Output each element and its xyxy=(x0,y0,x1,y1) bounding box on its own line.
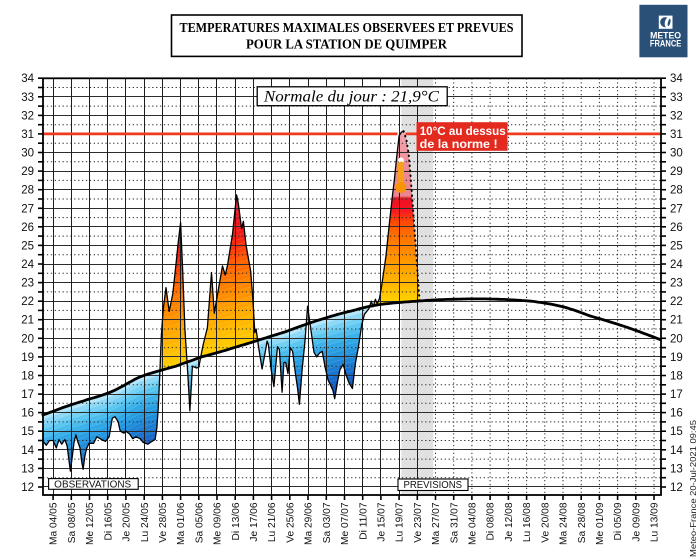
svg-text:Lu 24/05: Lu 24/05 xyxy=(140,502,151,542)
svg-text:Sa 31/07: Sa 31/07 xyxy=(449,502,460,543)
svg-text:26: 26 xyxy=(670,222,683,234)
svg-text:27: 27 xyxy=(21,203,34,215)
svg-text:Ve 28/05: Ve 28/05 xyxy=(158,502,169,543)
svg-text:21: 21 xyxy=(21,315,34,327)
svg-text:34: 34 xyxy=(670,73,683,85)
svg-text:28: 28 xyxy=(21,185,34,197)
svg-text:17: 17 xyxy=(21,389,34,401)
svg-text:23: 23 xyxy=(21,278,34,290)
svg-text:32: 32 xyxy=(670,110,683,122)
svg-text:34: 34 xyxy=(21,73,34,85)
svg-text:Me 04/08: Me 04/08 xyxy=(468,502,479,545)
svg-text:12: 12 xyxy=(21,482,34,494)
svg-text:14: 14 xyxy=(21,445,34,457)
svg-text:POUR LA STATION DE QUIMPER: POUR LA STATION DE QUIMPER xyxy=(246,36,447,51)
svg-text:Ma 04/05: Ma 04/05 xyxy=(49,502,60,545)
svg-text:13: 13 xyxy=(670,463,683,475)
svg-text:Je 09/09: Je 09/09 xyxy=(631,502,642,541)
svg-text:28: 28 xyxy=(670,185,683,197)
svg-text:Ma 01/06: Ma 01/06 xyxy=(176,502,187,545)
svg-text:22: 22 xyxy=(670,296,683,308)
svg-text:25: 25 xyxy=(21,240,34,252)
svg-text:16: 16 xyxy=(21,408,34,420)
svg-text:19: 19 xyxy=(21,352,34,364)
svg-text:OBSERVATIONS: OBSERVATIONS xyxy=(54,479,132,490)
svg-text:Je 12/08: Je 12/08 xyxy=(504,502,515,541)
svg-text:Ve 20/08: Ve 20/08 xyxy=(540,502,551,543)
svg-text:Je 17/06: Je 17/06 xyxy=(249,502,260,541)
svg-text:15: 15 xyxy=(670,426,683,438)
svg-text:Je 15/07: Je 15/07 xyxy=(377,502,388,541)
svg-text:Sa 05/06: Sa 05/06 xyxy=(194,502,205,543)
svg-text:FRANCE: FRANCE xyxy=(650,39,682,49)
svg-text:23: 23 xyxy=(670,278,683,290)
svg-text:TEMPERATURES MAXIMALES OBSERVE: TEMPERATURES MAXIMALES OBSERVEES ET PREV… xyxy=(180,20,514,35)
svg-text:Meteo-France 20-Jul-2021 09:45: Meteo-France 20-Jul-2021 09:45 xyxy=(689,419,698,557)
svg-text:12: 12 xyxy=(670,482,683,494)
svg-text:30: 30 xyxy=(670,148,683,160)
svg-text:24: 24 xyxy=(21,259,34,271)
svg-text:Ma 27/07: Ma 27/07 xyxy=(431,502,442,545)
svg-text:27: 27 xyxy=(670,203,683,215)
svg-text:Sa 03/07: Sa 03/07 xyxy=(322,502,333,543)
svg-text:31: 31 xyxy=(670,129,683,141)
svg-text:Normale du jour : 21,9°C: Normale du jour : 21,9°C xyxy=(263,88,440,105)
svg-text:19: 19 xyxy=(670,352,683,364)
svg-text:Di 08/08: Di 08/08 xyxy=(486,502,497,540)
svg-text:20: 20 xyxy=(21,333,34,345)
svg-text:Me 12/05: Me 12/05 xyxy=(85,502,96,545)
svg-text:16: 16 xyxy=(670,408,683,420)
svg-text:18: 18 xyxy=(21,371,34,383)
svg-text:Di 11/07: Di 11/07 xyxy=(358,502,369,540)
svg-text:33: 33 xyxy=(670,92,683,104)
svg-text:25: 25 xyxy=(670,240,683,252)
svg-text:Me 09/06: Me 09/06 xyxy=(213,502,224,545)
svg-text:Sa 28/08: Sa 28/08 xyxy=(577,502,588,543)
svg-text:Sa 08/05: Sa 08/05 xyxy=(67,502,78,543)
svg-text:20: 20 xyxy=(670,333,683,345)
svg-text:29: 29 xyxy=(21,166,34,178)
svg-text:Me 01/09: Me 01/09 xyxy=(595,502,606,545)
svg-text:10°C au dessus: 10°C au dessus xyxy=(420,124,506,138)
svg-text:29: 29 xyxy=(670,166,683,178)
svg-text:Me 07/07: Me 07/07 xyxy=(340,502,351,545)
svg-text:Je 20/05: Je 20/05 xyxy=(122,502,133,541)
svg-text:21: 21 xyxy=(670,315,683,327)
svg-text:Ve 23/07: Ve 23/07 xyxy=(413,502,424,543)
svg-text:PREVISIONS: PREVISIONS xyxy=(404,480,463,491)
svg-text:24: 24 xyxy=(670,259,683,271)
svg-text:Lu 16/08: Lu 16/08 xyxy=(522,502,533,542)
svg-text:Ve 25/06: Ve 25/06 xyxy=(285,502,296,543)
svg-text:Di 16/05: Di 16/05 xyxy=(103,502,114,540)
svg-text:14: 14 xyxy=(670,445,683,457)
svg-text:15: 15 xyxy=(21,426,34,438)
svg-text:de la norme !: de la norme ! xyxy=(420,137,498,151)
svg-text:18: 18 xyxy=(670,371,683,383)
svg-text:Ma 24/08: Ma 24/08 xyxy=(559,502,570,545)
svg-text:Di 05/09: Di 05/09 xyxy=(613,502,624,540)
svg-text:32: 32 xyxy=(21,110,34,122)
svg-text:31: 31 xyxy=(21,129,34,141)
svg-text:Lu 13/09: Lu 13/09 xyxy=(650,502,661,542)
svg-text:30: 30 xyxy=(21,148,34,160)
svg-text:33: 33 xyxy=(21,92,34,104)
svg-text:13: 13 xyxy=(21,463,34,475)
svg-text:Ma 29/06: Ma 29/06 xyxy=(304,502,315,545)
svg-text:17: 17 xyxy=(670,389,683,401)
svg-text:Lu 21/06: Lu 21/06 xyxy=(267,502,278,542)
svg-text:22: 22 xyxy=(21,296,34,308)
svg-text:Di 13/06: Di 13/06 xyxy=(231,502,242,540)
svg-text:METEO: METEO xyxy=(650,31,681,41)
svg-text:Lu 19/07: Lu 19/07 xyxy=(395,502,406,542)
svg-text:26: 26 xyxy=(21,222,34,234)
